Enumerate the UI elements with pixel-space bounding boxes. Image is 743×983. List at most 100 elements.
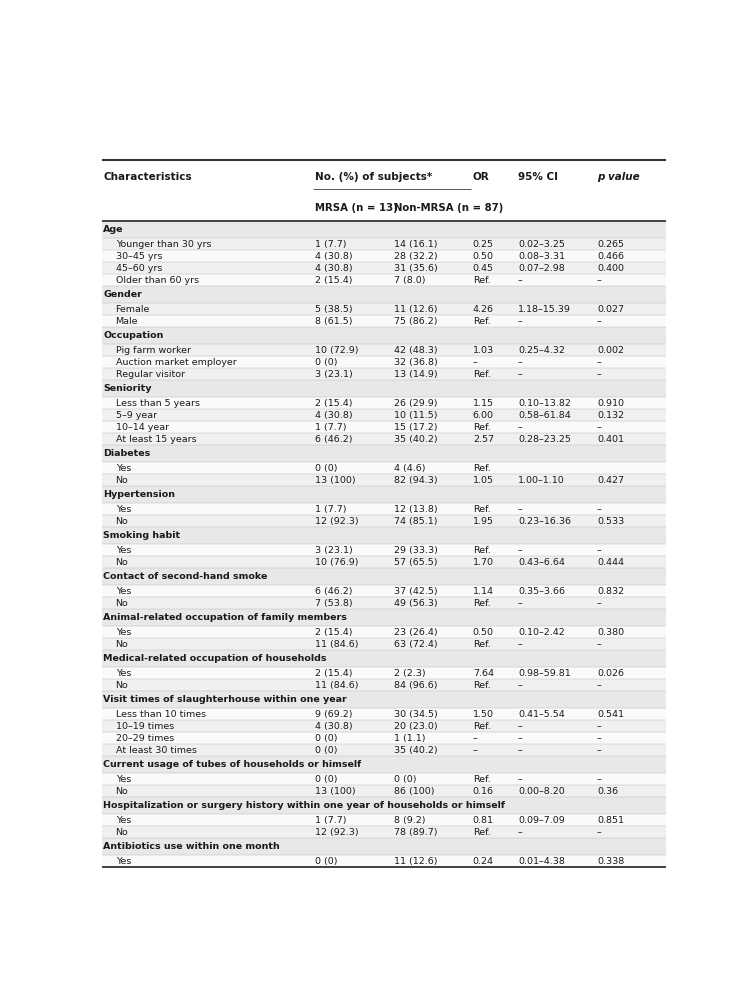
Text: –: – — [473, 734, 478, 743]
Text: 2 (2.3): 2 (2.3) — [394, 668, 426, 678]
Bar — [102, 545, 666, 556]
Text: 20–29 times: 20–29 times — [116, 734, 174, 743]
Text: At least 15 years: At least 15 years — [116, 434, 196, 444]
Text: 0 (0): 0 (0) — [394, 775, 416, 783]
Bar — [102, 221, 666, 238]
Text: 1.03: 1.03 — [473, 346, 494, 355]
Bar — [102, 667, 666, 679]
Text: Diabetes: Diabetes — [103, 449, 151, 458]
Bar — [102, 274, 666, 286]
Text: 10–19 times: 10–19 times — [116, 722, 174, 730]
Text: 0.28–23.25: 0.28–23.25 — [518, 434, 571, 444]
Text: 75 (86.2): 75 (86.2) — [394, 317, 438, 326]
Text: 86 (100): 86 (100) — [394, 786, 435, 796]
Text: Ref.: Ref. — [473, 546, 490, 554]
Text: Less than 5 years: Less than 5 years — [116, 399, 200, 408]
Text: 1.15: 1.15 — [473, 399, 494, 408]
Text: Younger than 30 yrs: Younger than 30 yrs — [116, 240, 211, 249]
Text: 4 (30.8): 4 (30.8) — [315, 411, 352, 420]
Text: Ref.: Ref. — [473, 599, 490, 607]
Text: Yes: Yes — [116, 628, 131, 637]
Text: –: – — [597, 317, 602, 326]
Text: 0.36: 0.36 — [597, 786, 618, 796]
Text: 0.00–8.20: 0.00–8.20 — [518, 786, 565, 796]
Text: Ref.: Ref. — [473, 828, 490, 837]
Text: –: – — [518, 746, 523, 755]
Text: Ref.: Ref. — [473, 370, 490, 378]
Text: –: – — [597, 746, 602, 755]
Text: Visit times of slaughterhouse within one year: Visit times of slaughterhouse within one… — [103, 695, 347, 704]
Text: –: – — [518, 505, 523, 514]
Text: 0.41–5.54: 0.41–5.54 — [518, 710, 565, 719]
Bar — [102, 357, 666, 369]
Text: 0.50: 0.50 — [473, 252, 494, 260]
Text: 8 (61.5): 8 (61.5) — [315, 317, 352, 326]
Text: 6 (46.2): 6 (46.2) — [315, 434, 352, 444]
Text: 57 (65.5): 57 (65.5) — [394, 558, 438, 567]
Text: Occupation: Occupation — [103, 331, 163, 340]
Text: 0.01–4.38: 0.01–4.38 — [518, 857, 565, 866]
Text: No: No — [116, 828, 129, 837]
Text: 12 (92.3): 12 (92.3) — [315, 828, 358, 837]
Bar — [102, 556, 666, 568]
Text: 2 (15.4): 2 (15.4) — [315, 399, 352, 408]
Text: OR: OR — [473, 172, 490, 183]
Text: 0.45: 0.45 — [473, 263, 494, 273]
Bar — [102, 651, 666, 667]
Text: 13 (100): 13 (100) — [315, 786, 355, 796]
Text: 0.07–2.98: 0.07–2.98 — [518, 263, 565, 273]
Bar — [102, 785, 666, 797]
Text: –: – — [518, 317, 523, 326]
Text: 7 (53.8): 7 (53.8) — [315, 599, 352, 607]
Bar — [102, 380, 666, 397]
Bar — [102, 434, 666, 445]
Text: Non-MRSA (n = 87): Non-MRSA (n = 87) — [394, 203, 503, 213]
Text: –: – — [597, 681, 602, 690]
Bar — [102, 827, 666, 838]
Text: –: – — [597, 734, 602, 743]
Text: 4 (30.8): 4 (30.8) — [315, 263, 352, 273]
Text: 10 (72.9): 10 (72.9) — [315, 346, 358, 355]
Bar — [102, 475, 666, 487]
Text: 0.50: 0.50 — [473, 628, 494, 637]
Text: 35 (40.2): 35 (40.2) — [394, 746, 438, 755]
Text: Male: Male — [116, 317, 138, 326]
Bar — [102, 598, 666, 609]
Text: No: No — [116, 681, 129, 690]
Text: 0.132: 0.132 — [597, 411, 624, 420]
Text: 3 (23.1): 3 (23.1) — [315, 546, 353, 554]
Text: –: – — [473, 746, 478, 755]
Bar — [102, 774, 666, 785]
Text: –: – — [597, 505, 602, 514]
Text: 1.05: 1.05 — [473, 476, 494, 485]
Text: –: – — [597, 722, 602, 730]
Text: 82 (94.3): 82 (94.3) — [394, 476, 438, 485]
Text: 1 (1.1): 1 (1.1) — [394, 734, 425, 743]
Text: –: – — [518, 640, 523, 649]
Text: 26 (29.9): 26 (29.9) — [394, 399, 438, 408]
Text: 0.16: 0.16 — [473, 786, 494, 796]
Bar — [102, 568, 666, 585]
Text: 13 (100): 13 (100) — [315, 476, 355, 485]
Bar — [102, 397, 666, 409]
Text: 0.23–16.36: 0.23–16.36 — [518, 517, 571, 526]
Text: 0.98–59.81: 0.98–59.81 — [518, 668, 571, 678]
Text: 0.380: 0.380 — [597, 628, 624, 637]
Text: 2 (15.4): 2 (15.4) — [315, 668, 352, 678]
Text: 1.70: 1.70 — [473, 558, 494, 567]
Bar — [102, 238, 666, 251]
Text: 37 (42.5): 37 (42.5) — [394, 587, 438, 596]
Text: 42 (48.3): 42 (48.3) — [394, 346, 438, 355]
Text: 3 (23.1): 3 (23.1) — [315, 370, 353, 378]
Text: Yes: Yes — [116, 505, 131, 514]
Text: Hospitalization or surgery history within one year of households or himself: Hospitalization or surgery history withi… — [103, 801, 505, 810]
Text: 7 (8.0): 7 (8.0) — [394, 276, 425, 285]
Text: Ref.: Ref. — [473, 775, 490, 783]
Text: Pig farm worker: Pig farm worker — [116, 346, 191, 355]
Text: Ref.: Ref. — [473, 681, 490, 690]
Bar — [102, 528, 666, 545]
Text: 7.64: 7.64 — [473, 668, 494, 678]
Text: Older than 60 yrs: Older than 60 yrs — [116, 276, 198, 285]
Text: 2 (15.4): 2 (15.4) — [315, 628, 352, 637]
Text: 12 (13.8): 12 (13.8) — [394, 505, 438, 514]
